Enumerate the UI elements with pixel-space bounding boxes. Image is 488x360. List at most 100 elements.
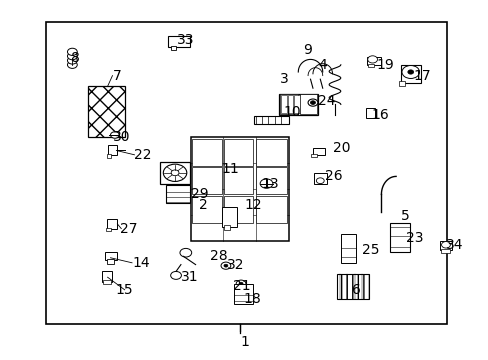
Bar [224,225,229,230]
Circle shape [67,48,77,55]
Bar [294,95,300,113]
Circle shape [316,178,324,184]
Text: 19: 19 [376,58,393,72]
Text: 16: 16 [371,108,388,122]
Circle shape [236,280,245,287]
Text: 22: 22 [134,148,152,162]
Bar [192,196,221,223]
Text: 11: 11 [222,162,239,176]
Bar [106,154,110,158]
Bar [167,36,189,47]
Bar [278,94,317,115]
Circle shape [180,248,191,257]
Bar [439,241,451,250]
Bar [102,271,112,282]
Text: 21: 21 [233,279,250,293]
Circle shape [310,101,315,104]
Bar [287,95,293,113]
Bar [341,234,355,263]
Text: 5: 5 [400,209,409,223]
Bar [400,65,420,83]
Text: 2: 2 [199,198,207,212]
Circle shape [67,53,77,60]
Text: 20: 20 [332,141,349,154]
Bar [300,94,316,114]
Circle shape [171,170,179,176]
Bar [190,137,288,241]
Circle shape [67,57,77,64]
Text: 10: 10 [283,105,301,118]
Text: 3: 3 [279,72,288,86]
Bar [192,139,221,166]
Text: 23: 23 [405,231,423,244]
Bar [389,223,409,252]
Bar [224,167,253,194]
Circle shape [239,282,243,285]
Circle shape [224,264,227,267]
Bar [102,280,111,284]
Circle shape [307,99,317,106]
Bar [256,139,286,166]
Text: 8: 8 [71,51,80,64]
Bar [171,46,176,50]
Circle shape [163,164,186,181]
Bar [337,274,368,299]
Bar [440,249,449,253]
Bar [398,81,405,86]
Bar [256,196,286,223]
Bar [166,185,189,203]
Text: 31: 31 [181,270,198,284]
Bar [310,154,316,157]
Bar [105,228,111,231]
Bar [160,162,189,184]
Bar [312,148,325,155]
Circle shape [401,66,419,78]
Text: 7: 7 [112,69,121,82]
Bar [256,167,286,194]
Circle shape [110,132,119,138]
Bar [254,116,288,124]
Circle shape [407,70,413,74]
Text: 1: 1 [240,335,248,349]
Text: 30: 30 [112,130,130,144]
Circle shape [441,242,449,248]
Bar [224,196,253,223]
Text: 15: 15 [116,283,133,297]
Text: 26: 26 [325,170,342,183]
Bar [106,259,114,264]
Bar [106,219,117,229]
Bar [107,145,117,155]
Text: 28: 28 [210,249,227,262]
Text: 4: 4 [317,58,326,72]
Text: 12: 12 [244,198,262,212]
Text: 25: 25 [361,243,379,257]
Text: 27: 27 [120,222,137,235]
Bar [280,95,286,113]
Circle shape [170,271,181,279]
Text: 14: 14 [132,256,149,270]
Bar [366,57,381,65]
Bar [88,86,124,137]
Bar [46,22,447,324]
Text: 32: 32 [227,258,244,271]
Circle shape [221,262,230,269]
Bar [367,64,373,67]
Bar [365,108,374,118]
Text: 24: 24 [317,94,335,108]
Text: 34: 34 [445,238,463,252]
Bar [279,94,298,114]
Bar [222,207,237,227]
Bar [105,252,117,260]
Text: 18: 18 [243,292,260,306]
Bar [233,284,253,304]
Circle shape [260,179,272,188]
Bar [224,139,253,166]
Text: 29: 29 [190,188,208,201]
Text: 13: 13 [261,177,279,190]
Circle shape [367,56,377,63]
Text: 6: 6 [351,283,360,297]
Bar [192,167,221,194]
Bar [313,173,326,184]
Text: 33: 33 [177,33,194,46]
Text: 9: 9 [303,44,311,57]
